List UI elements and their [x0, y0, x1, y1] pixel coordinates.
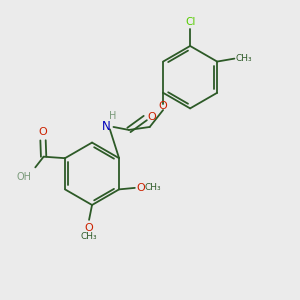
Text: O: O: [85, 223, 93, 233]
Text: O: O: [148, 112, 156, 122]
Text: N: N: [102, 121, 111, 134]
Text: O: O: [136, 183, 145, 193]
Text: CH₃: CH₃: [145, 183, 162, 192]
Text: Cl: Cl: [185, 17, 195, 27]
Text: CH₃: CH₃: [81, 232, 98, 241]
Text: O: O: [39, 128, 47, 137]
Text: O: O: [159, 101, 167, 111]
Text: OH: OH: [17, 172, 32, 182]
Text: CH₃: CH₃: [236, 53, 252, 62]
Text: H: H: [109, 111, 116, 121]
